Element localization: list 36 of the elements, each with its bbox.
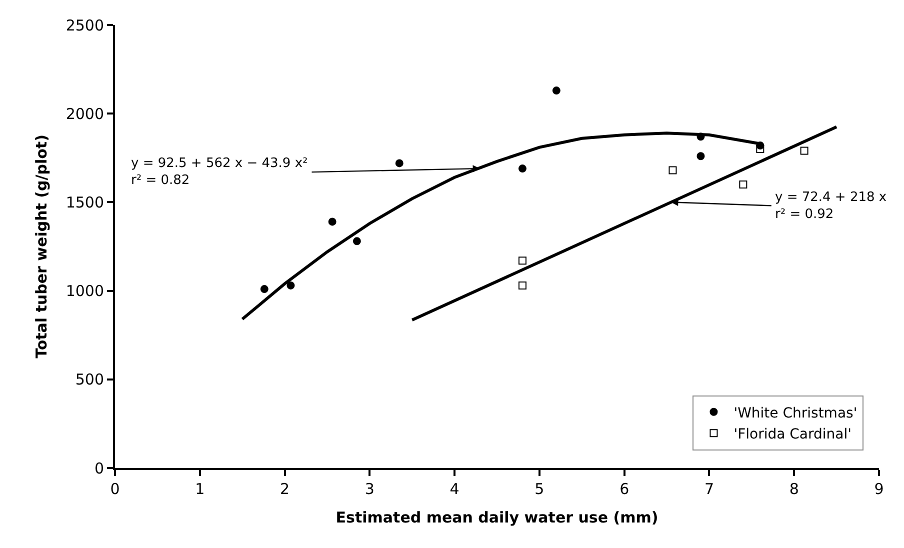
x-axis-title: Estimated mean daily water use (mm) [336,508,658,526]
annotation: y = 72.4 + 218 x r² = 0.92 [775,190,887,222]
point [260,285,268,294]
y-tick-label: 2000 [66,104,104,123]
y-tick-label: 2500 [66,16,104,34]
point [286,281,295,290]
annotation: y = 92.5 + 562 x − 43.9 x² r² = 0.82 [131,156,308,188]
x-tick-label: 2 [280,480,290,498]
point [756,145,764,154]
point [518,281,526,290]
point [518,164,526,173]
point [696,152,705,160]
x-tick-label: 4 [450,480,460,498]
point [352,237,361,246]
x-tick-label: 7 [704,480,714,498]
point [668,166,677,174]
y-tick-label: 1000 [66,282,104,300]
x-tick-label: 3 [364,480,374,498]
point [518,256,526,265]
x-tick-label: 8 [789,480,799,498]
y-axis-title: Total tuber weight (g/plot) [32,134,51,358]
point [328,218,336,226]
x-tick-label: 5 [534,480,544,498]
y-tick-label: 500 [75,370,104,389]
x-tick-label: 0 [110,480,120,498]
point [739,180,748,188]
x-tick-label: 1 [195,480,205,498]
x-tick-label: 6 [620,480,630,498]
point [800,146,808,155]
y-tick-label: 0 [94,459,104,478]
legend-label: 'White Christmas' [734,405,858,422]
point [395,159,404,168]
legend-label: 'Florida Cardinal' [734,426,852,443]
x-tick-label: 9 [874,480,884,498]
point [552,86,560,95]
y-tick-label: 1500 [66,193,104,212]
